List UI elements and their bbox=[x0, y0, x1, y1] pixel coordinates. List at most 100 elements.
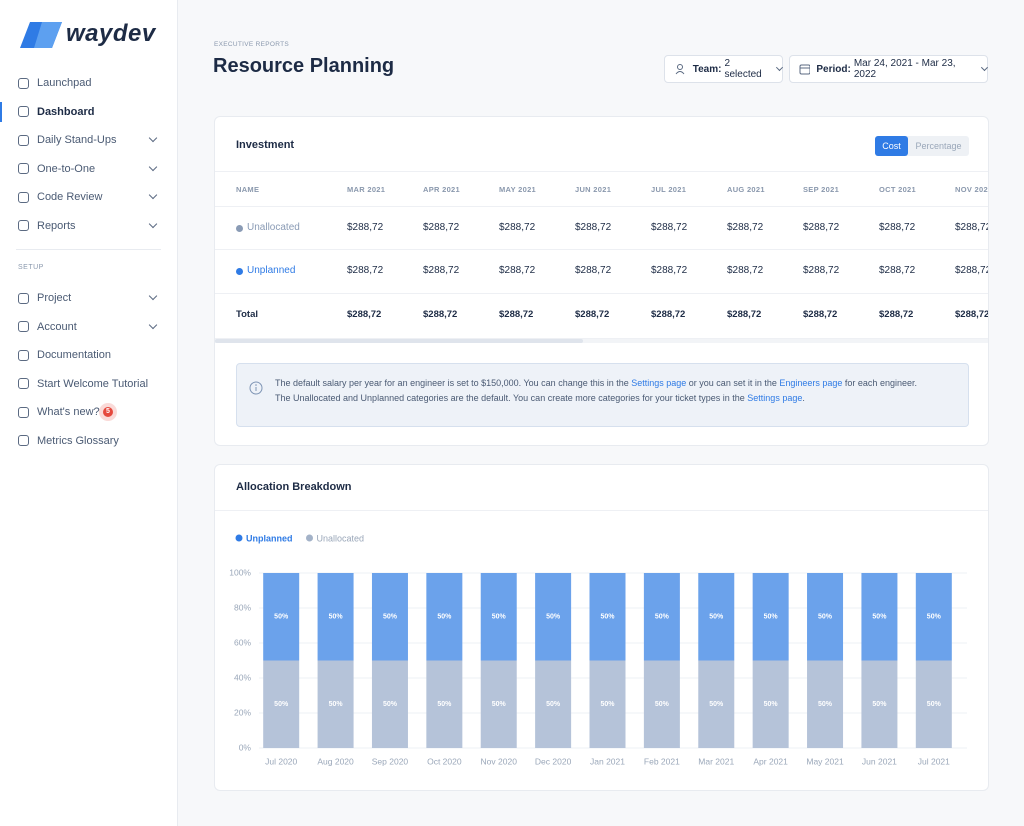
nav-item[interactable]: Dashboard bbox=[0, 100, 177, 124]
note-link[interactable]: Settings page bbox=[747, 393, 803, 403]
row-name: Total bbox=[236, 309, 258, 320]
table: NAME MAR 2021 APR 2021 MAY 2021 JUN 2021 JUL … bbox=[215, 171, 989, 341]
column-header[interactable]: MAR 2021 bbox=[347, 185, 386, 194]
x-tick-label: Nov 2020 bbox=[481, 756, 518, 766]
nav-item[interactable]: Project bbox=[0, 286, 177, 310]
nav-item[interactable]: Code Review bbox=[0, 185, 177, 209]
column-header[interactable]: JUN 2021 bbox=[575, 185, 612, 194]
cell: $288,72 bbox=[347, 265, 384, 276]
scrollbar[interactable] bbox=[215, 339, 988, 343]
toggle-option[interactable]: Cost bbox=[875, 136, 908, 156]
nav-item[interactable]: One-to-One bbox=[0, 157, 177, 181]
nav-label: Start Welcome Tutorial bbox=[37, 377, 149, 390]
value-label: 50% bbox=[383, 614, 398, 621]
nav-icon bbox=[18, 77, 29, 89]
nav-label: Dashboard bbox=[37, 105, 95, 118]
cell: $288,72 bbox=[423, 222, 460, 233]
note-text: or you can set it in the bbox=[686, 378, 780, 388]
bar-segment bbox=[643, 573, 680, 661]
toggle-option[interactable]: Percentage bbox=[915, 141, 962, 151]
cell: $288,72 bbox=[575, 222, 612, 233]
cell: $288,72 bbox=[423, 309, 458, 320]
column-header[interactable]: NOV 2021 bbox=[955, 185, 989, 194]
info-note: The default salary per year for an engin… bbox=[236, 363, 969, 427]
nav-item[interactable]: Metrics Glossary bbox=[0, 429, 177, 453]
note-link[interactable]: Settings page bbox=[631, 378, 687, 388]
row-name: Unallocated bbox=[247, 222, 300, 233]
note-text: The Unallocated and Unplanned categories… bbox=[275, 393, 748, 403]
bar-segment bbox=[426, 660, 463, 748]
period-filter[interactable]: Period: Mar 24, 2021 - Mar 23, 2022 bbox=[789, 55, 989, 83]
chevron bbox=[776, 63, 784, 72]
value-label: 50% bbox=[764, 701, 779, 708]
value-label: 50% bbox=[546, 614, 561, 621]
value-label: 50% bbox=[383, 701, 398, 708]
bar-segment bbox=[643, 660, 680, 748]
column-header[interactable]: JUL 2021 bbox=[651, 185, 687, 194]
column-header[interactable]: OCT 2021 bbox=[879, 185, 916, 194]
nav-icon bbox=[18, 163, 29, 174]
column-header[interactable]: NAME bbox=[236, 185, 260, 194]
cell: $288,72 bbox=[879, 265, 916, 276]
scroll-thumb[interactable] bbox=[215, 339, 583, 343]
value-label: 50% bbox=[600, 614, 615, 621]
x-tick-label: Feb 2021 bbox=[644, 756, 680, 766]
nav-item[interactable]: Documentation bbox=[0, 343, 177, 367]
nav-icon bbox=[18, 106, 29, 117]
chevron bbox=[148, 162, 158, 171]
nav-icon bbox=[18, 191, 29, 203]
value-label: 50% bbox=[818, 614, 833, 621]
value-label: 50% bbox=[329, 701, 344, 708]
bar-segment bbox=[807, 573, 844, 661]
cell: $288,72 bbox=[879, 222, 916, 233]
column-header[interactable]: APR 2021 bbox=[423, 185, 461, 194]
row-border bbox=[215, 171, 988, 172]
column-header[interactable]: MAY 2021 bbox=[499, 185, 537, 194]
value-label: 50% bbox=[872, 614, 887, 621]
nav-label: Reports bbox=[37, 219, 76, 232]
nav-item[interactable]: What's new? 5 bbox=[0, 400, 177, 424]
nav-item[interactable]: Start Welcome Tutorial bbox=[0, 372, 177, 396]
nav-icon bbox=[18, 321, 29, 332]
bar-segment bbox=[698, 573, 735, 661]
chevron bbox=[981, 64, 989, 71]
team-value: 2 selected bbox=[724, 58, 762, 80]
bar-segment bbox=[317, 573, 354, 661]
nav-label: Daily Stand-Ups bbox=[37, 134, 117, 146]
eyebrow: EXECUTIVE REPORTS bbox=[214, 41, 290, 48]
column-header[interactable]: AUG 2021 bbox=[727, 185, 765, 194]
chevron bbox=[148, 291, 158, 301]
team-filter[interactable]: Team: 2 selected bbox=[664, 55, 784, 83]
nav-label: Documentation bbox=[37, 349, 111, 361]
value-label: 50% bbox=[764, 614, 779, 621]
bar-segment bbox=[480, 660, 517, 748]
nav-label: Project bbox=[37, 292, 72, 304]
cell: $288,72 bbox=[499, 309, 534, 320]
value-label: 50% bbox=[546, 701, 561, 708]
nav-icon bbox=[18, 435, 29, 446]
column-header[interactable]: SEP 2021 bbox=[803, 185, 840, 194]
card-title: Allocation Breakdown bbox=[236, 481, 352, 493]
bar-segment bbox=[589, 573, 626, 661]
bar-segment bbox=[807, 660, 844, 748]
divider bbox=[16, 249, 161, 250]
toggle: Cost Percentage bbox=[875, 136, 969, 156]
nav-item[interactable]: Account bbox=[0, 315, 177, 339]
cell: $288,72 bbox=[575, 309, 610, 320]
logo[interactable]: waydev bbox=[66, 20, 156, 47]
nav-item[interactable]: Launchpad bbox=[0, 71, 177, 95]
bar-segment bbox=[861, 573, 898, 661]
nav-label: Metrics Glossary bbox=[37, 434, 119, 447]
bar-segment bbox=[698, 660, 735, 748]
cell: $288,72 bbox=[499, 265, 536, 276]
row-border bbox=[215, 206, 988, 207]
note-link[interactable]: Engineers page bbox=[779, 378, 843, 388]
nav-item[interactable]: Reports bbox=[0, 214, 177, 238]
cell: $288,72 bbox=[955, 222, 989, 233]
cell: $288,72 bbox=[575, 265, 612, 276]
nav-item[interactable]: Daily Stand-Ups bbox=[0, 128, 177, 152]
cell: $288,72 bbox=[727, 222, 764, 233]
legend-dot bbox=[306, 534, 313, 542]
row-border bbox=[215, 338, 988, 339]
x-tick-label: Sep 2020 bbox=[372, 756, 409, 766]
